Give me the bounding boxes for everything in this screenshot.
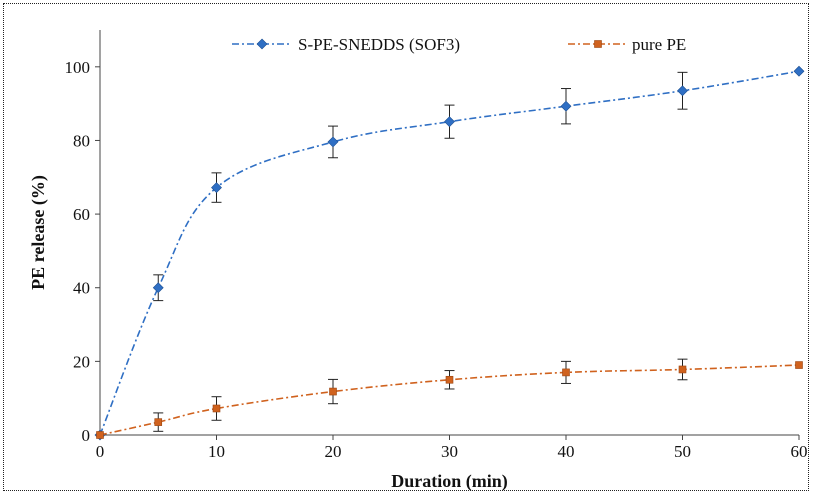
- legend-marker: [594, 40, 602, 48]
- x-tick-label: 10: [208, 442, 225, 461]
- legend-marker: [256, 38, 268, 50]
- x-tick-label: 0: [96, 442, 105, 461]
- series-1: [96, 358, 803, 439]
- y-tick-label: 80: [73, 131, 90, 150]
- data-point: [677, 85, 688, 97]
- data-point: [154, 418, 163, 426]
- legend-label: S-PE-SNEDDS (SOF3): [298, 35, 460, 54]
- data-point: [560, 100, 572, 112]
- y-tick-label: 40: [73, 279, 90, 298]
- series-line: [99, 70, 800, 436]
- y-tick-label: 100: [65, 58, 91, 77]
- data-point: [562, 368, 570, 377]
- data-point: [327, 136, 339, 148]
- data-point: [211, 182, 222, 194]
- y-tick-label: 0: [82, 426, 91, 445]
- axes: [95, 30, 800, 440]
- x-tick-label: 50: [674, 442, 691, 461]
- x-axis-title: Duration (min): [391, 471, 508, 492]
- y-tick-label: 20: [73, 352, 90, 371]
- tick-labels: 0 20 40 60 80 100 0 10 20 30 40 50 60: [65, 58, 808, 461]
- x-tick-label: 40: [558, 442, 575, 461]
- data-point: [444, 116, 455, 128]
- x-tick-label: 60: [791, 442, 808, 461]
- y-axis-title: PE release (%): [28, 175, 49, 290]
- data-point: [445, 375, 454, 384]
- data-point: [96, 431, 104, 439]
- x-tick-label: 20: [325, 442, 342, 461]
- data-point: [329, 387, 337, 396]
- series-layer: [94, 65, 805, 441]
- legend-label: pure PE: [632, 35, 686, 54]
- data-point: [793, 65, 805, 77]
- y-tick-label: 60: [73, 205, 90, 224]
- legend: S-PE-SNEDDS (SOF3) pure PE: [232, 35, 686, 54]
- series-0: [94, 65, 805, 441]
- data-point: [795, 361, 803, 369]
- data-point: [678, 365, 687, 374]
- data-point: [212, 404, 221, 413]
- chart-frame: [3, 3, 809, 491]
- x-tick-label: 30: [441, 442, 458, 461]
- data-point: [152, 282, 164, 294]
